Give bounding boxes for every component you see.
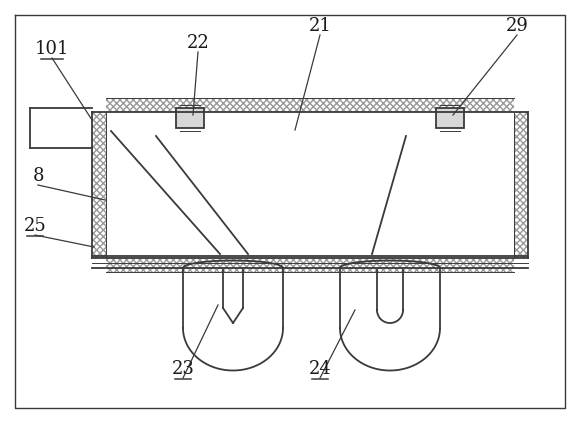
Bar: [176, 108, 204, 128]
Bar: [106, 98, 514, 112]
Text: 25: 25: [23, 217, 46, 235]
Text: 22: 22: [187, 34, 209, 52]
Bar: [514, 112, 528, 258]
Bar: [106, 258, 514, 272]
Text: 24: 24: [309, 360, 331, 378]
Text: 23: 23: [171, 360, 194, 378]
Bar: [92, 112, 106, 258]
Text: 8: 8: [32, 167, 44, 185]
Text: 21: 21: [308, 17, 332, 35]
Bar: [436, 108, 464, 128]
Text: 101: 101: [35, 40, 69, 58]
Text: 29: 29: [505, 17, 528, 35]
